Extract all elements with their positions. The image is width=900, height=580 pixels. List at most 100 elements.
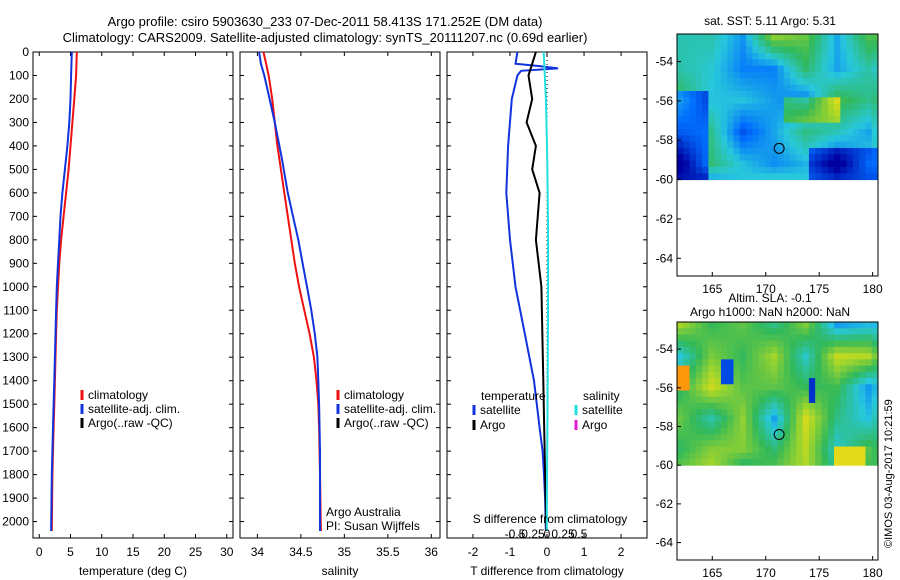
map-cell [764,65,772,73]
map-cell [852,135,860,143]
map-cell [802,359,810,367]
map-cell [865,427,873,435]
map-cell [739,116,747,124]
map-cell [739,40,747,48]
map-cell [815,415,822,423]
map-cell [771,84,778,92]
map-cell [783,141,791,149]
map-cell [821,166,829,174]
map-cell [859,396,866,404]
map-cell [752,128,760,136]
map-cell [802,135,810,143]
x-tick-label: -1 [505,545,516,559]
map-cell [720,446,728,454]
map-cell [840,65,848,73]
map-cell [834,147,841,155]
series-line-salinity-satellite [542,51,550,532]
map-cell [815,434,822,441]
map-cell [852,109,860,117]
map-cell [702,116,709,124]
map-cell [764,141,772,149]
map-cell [840,84,848,92]
map-cell [689,160,697,168]
map-cell [733,359,741,367]
map-cell [764,390,772,398]
map-cell [802,122,810,130]
map-cell [695,390,703,398]
map-cell [783,440,791,448]
map-cell [852,396,860,404]
map-cell [727,353,735,360]
map-cell [714,378,722,385]
map-cell [802,103,810,111]
map-cell [702,97,709,105]
map-cell [752,409,760,416]
map-cell [771,402,778,410]
map-cell [764,340,772,348]
map-cell [720,141,728,149]
map-cell [808,421,816,429]
map-cell [746,340,753,348]
map-cell [859,97,866,105]
map-cell [821,52,829,60]
y-tick-label: 1000 [2,280,29,294]
map-cell [689,34,697,41]
map-cell [758,52,766,60]
map-cell [752,334,760,342]
map-cell [758,154,766,162]
x-tick-label: 0 [36,545,43,559]
map-cell [827,384,835,391]
map-cell [733,353,741,360]
map-cell [840,334,848,342]
map-cell [727,440,735,448]
map-cell [840,34,848,41]
map-cell [683,135,691,143]
map-cell [827,103,835,111]
map-cell [840,173,848,181]
map-cell [802,346,810,354]
x-tick-label: 35 [338,545,352,559]
map-cell [689,78,697,86]
map-cell [695,334,703,342]
map-cell [827,97,835,105]
map-cell [714,173,722,181]
map-cell [777,59,785,67]
map-cell [720,135,728,143]
map-cell [852,59,860,67]
map-cell [821,34,829,41]
map-cell [815,141,822,149]
map-cell [714,46,722,54]
map-cell [720,346,728,354]
map-cell [802,59,810,67]
map-cell [746,103,753,111]
map-cell [727,334,735,342]
map-cell [746,97,753,105]
map-cell [796,353,804,360]
map-cell [689,109,697,117]
map-cell [852,65,860,73]
map-cell [720,154,728,162]
map-cell [859,147,866,155]
map-cell [746,446,753,454]
map-cell [815,421,822,429]
map-cell [840,427,848,435]
map-cell [840,402,848,410]
map-cell [783,78,791,86]
map-frame [676,321,879,561]
map-cell [783,384,791,391]
map-cell [733,154,741,162]
map-cell [689,390,697,398]
map-cell [771,346,778,354]
map-cell [758,103,766,111]
map-cell [871,415,879,423]
map-cell [802,328,810,335]
map-cell [720,421,728,429]
map-cell [702,409,709,416]
map-cell [777,390,785,398]
map-cell [727,446,735,454]
map-cell [764,40,772,48]
map-cell [752,135,760,143]
map-cell [764,446,772,454]
map-x-tick-label: 180 [863,282,883,296]
